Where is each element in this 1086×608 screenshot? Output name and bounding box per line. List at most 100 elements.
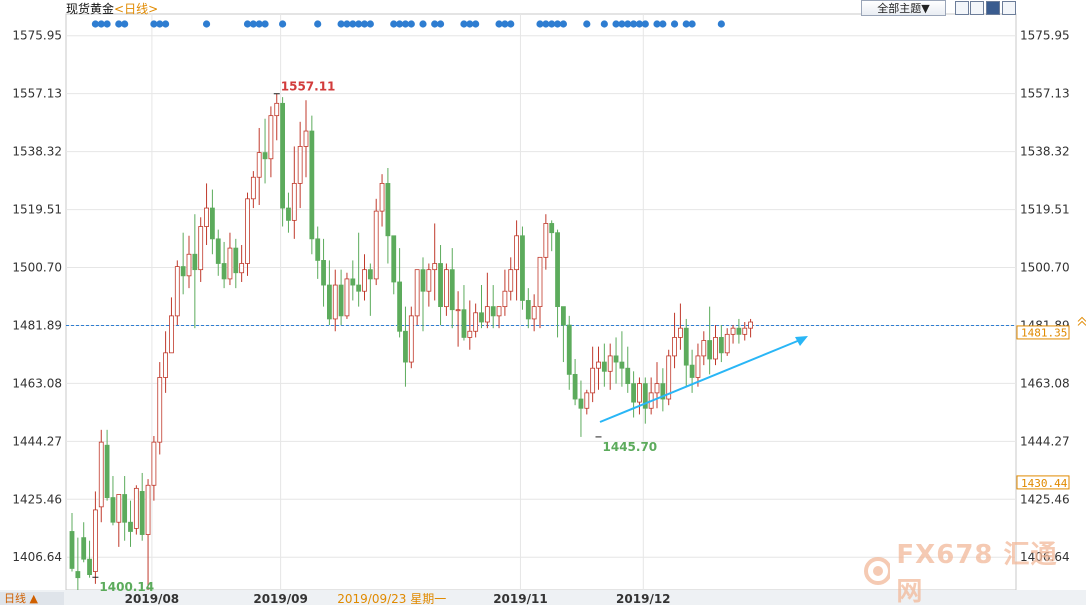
candle-body [373, 210, 379, 280]
period-tab[interactable]: 日线 ▲ [0, 592, 64, 605]
x-tick-label: 2019/12 [616, 592, 670, 605]
candle-body [443, 269, 449, 308]
candle-body [75, 571, 81, 579]
event-dot [419, 20, 427, 28]
y-tick-label-right: 1557.13 [1020, 87, 1070, 101]
candle-body [98, 441, 104, 508]
y-tick-label-left: 1406.64 [12, 550, 62, 564]
event-dot [355, 20, 363, 28]
extreme-label: 1400.14 [99, 580, 154, 594]
event-dot [390, 20, 398, 28]
candle-body [461, 309, 467, 338]
event-dot [360, 20, 369, 28]
watermark-text: FX678 汇通网 [896, 540, 1058, 607]
event-dot [635, 20, 644, 28]
watermark-logo: FX678 汇通网 [864, 540, 1074, 607]
event-dot [536, 20, 544, 28]
candle-body [256, 152, 262, 178]
y-tick-label-left: 1557.13 [12, 87, 62, 101]
candle-body [186, 253, 192, 277]
candle-body [227, 247, 233, 280]
settings-icon[interactable] [1002, 1, 1016, 15]
event-dot [366, 20, 374, 28]
candle-body [344, 278, 350, 317]
y-tick-label-right: 1463.08 [1020, 376, 1070, 390]
candle-body [338, 284, 344, 317]
event-dot [583, 20, 591, 28]
y-tick-label-right: 1444.27 [1020, 434, 1070, 448]
y-tick-label-right: 1538.32 [1020, 145, 1070, 159]
event-dot [507, 20, 515, 28]
candle-body [601, 361, 607, 372]
y-tick-label-left: 1519.51 [12, 203, 62, 217]
y-tick-label-left: 1425.46 [12, 492, 62, 506]
candle-body [163, 352, 169, 378]
event-dot [542, 20, 550, 28]
candle-body [683, 327, 689, 366]
candle-body [315, 238, 321, 261]
y-tick-label-right: 1575.95 [1020, 29, 1070, 43]
candle-body [414, 269, 420, 317]
candle-body [713, 337, 718, 360]
line-draw-icon[interactable] [986, 1, 1000, 15]
candle-body [748, 321, 753, 329]
event-dot [97, 20, 105, 28]
candle-body [689, 364, 695, 378]
event-dot [559, 20, 568, 28]
candle-body [736, 327, 742, 335]
candle-body [730, 327, 736, 335]
event-dot [436, 20, 445, 28]
candle-body [239, 263, 245, 274]
crosshair-icon[interactable] [955, 1, 969, 15]
last-price-tag [1016, 325, 1070, 340]
extreme-label: 1557.11 [281, 80, 336, 94]
event-dot [121, 20, 129, 28]
candle-body [724, 333, 730, 354]
candle-body [549, 223, 555, 234]
candle-body [233, 247, 239, 274]
candle-body [145, 484, 151, 535]
event-dot [279, 20, 287, 28]
candle-body [607, 355, 613, 372]
event-dot [460, 20, 468, 28]
event-dot [653, 20, 661, 28]
candle-body [69, 531, 75, 569]
zoom-icon[interactable] [970, 1, 984, 15]
candle-body [403, 330, 408, 363]
candle-body [490, 306, 496, 317]
candle-body [537, 256, 543, 308]
event-dot [548, 20, 556, 28]
candle-body [496, 306, 502, 317]
y-tick-label-left: 1575.95 [12, 29, 62, 43]
candle-body [514, 235, 519, 271]
candle-body [332, 284, 338, 320]
candle-body [174, 266, 180, 317]
candle-body [87, 558, 92, 575]
candle-body [625, 367, 631, 385]
period-label[interactable]: <日线> [114, 2, 159, 16]
candle-body [543, 223, 549, 258]
y-tick-label-left: 1500.70 [12, 261, 62, 275]
event-dot [717, 20, 725, 28]
candle-body [572, 373, 578, 400]
candle-body [128, 521, 133, 532]
candle-body [321, 260, 326, 286]
event-dot [337, 20, 345, 28]
x-tick-label: 2019/09 [253, 592, 307, 605]
candle-body [566, 324, 572, 375]
event-dot [630, 20, 638, 28]
grid-layer [0, 13, 1086, 605]
candles-layer [69, 94, 753, 590]
candle-body [286, 207, 291, 221]
candle-body [590, 367, 596, 394]
x-tick-label: 2019/08 [125, 592, 179, 605]
topic-dropdown[interactable]: 全部主题▼ [861, 0, 946, 16]
candle-body [215, 238, 221, 264]
y-tick-label-left: 1481.89 [12, 318, 62, 332]
event-dot [553, 20, 562, 28]
candle-body [274, 102, 280, 117]
candle-body [508, 269, 514, 292]
candle-body [672, 337, 677, 357]
candle-body [204, 207, 209, 227]
x-tick-label: 2019/11 [493, 592, 547, 605]
